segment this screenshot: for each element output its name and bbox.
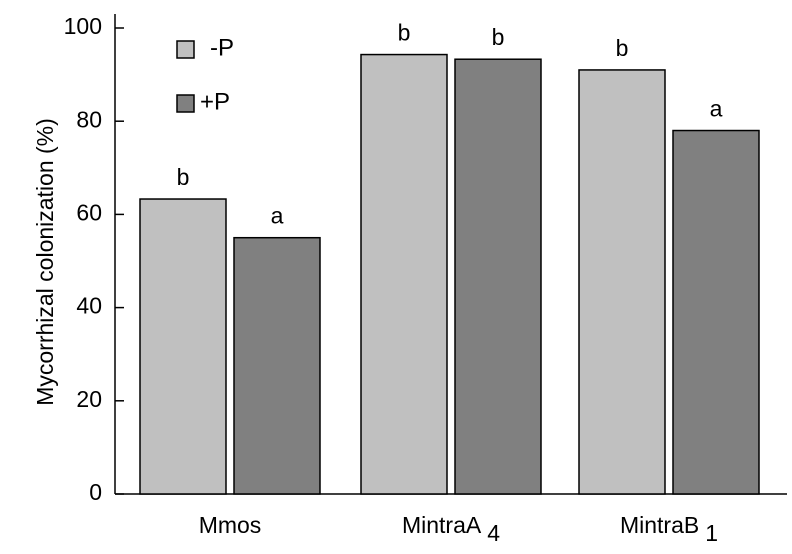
y-tick-label: 0: [89, 479, 102, 505]
category-labels: Mmos MintraA 4 MintraB 1: [199, 512, 718, 546]
bars: [139, 53, 760, 495]
category-subscript: 1: [705, 520, 718, 546]
bar-plus-p-0: [233, 236, 321, 495]
significance-letters: b b b a b a: [177, 20, 723, 229]
category-subscript: 4: [487, 520, 500, 546]
y-axis-label: Mycorrhizal colonization (%): [32, 118, 58, 406]
bar-minus-p-2: [578, 69, 666, 495]
legend-label: +P: [200, 88, 230, 115]
legend-label: -P: [210, 34, 234, 61]
significance-letter: b: [398, 20, 411, 46]
y-tick-label: 80: [76, 106, 102, 132]
category-label: MintraA 4: [402, 512, 500, 546]
bar-plus-p-2: [672, 129, 760, 495]
legend-swatch: [176, 40, 195, 59]
y-tick-label: 40: [76, 293, 102, 319]
category-label: Mmos: [199, 512, 262, 538]
significance-letter: b: [177, 164, 190, 190]
bar-plus-p-1: [454, 58, 542, 495]
significance-letter: a: [271, 203, 284, 229]
legend-swatch: [176, 94, 195, 113]
significance-letter: b: [616, 35, 629, 61]
significance-letter: a: [710, 96, 723, 122]
category-name: MintraA: [402, 512, 482, 538]
category-name: MintraB: [620, 512, 699, 538]
significance-letter: b: [492, 24, 505, 50]
bar-minus-p-1: [360, 53, 448, 495]
y-ticks: 0 20 40 60 80 100: [64, 13, 124, 505]
y-tick-label: 100: [64, 13, 102, 39]
legend: -P +P: [176, 34, 234, 115]
category-name: Mmos: [199, 512, 262, 538]
bar-minus-p-0: [139, 198, 227, 495]
y-tick-label: 60: [76, 199, 102, 225]
y-tick-label: 20: [76, 386, 102, 412]
category-label: MintraB 1: [620, 512, 718, 546]
